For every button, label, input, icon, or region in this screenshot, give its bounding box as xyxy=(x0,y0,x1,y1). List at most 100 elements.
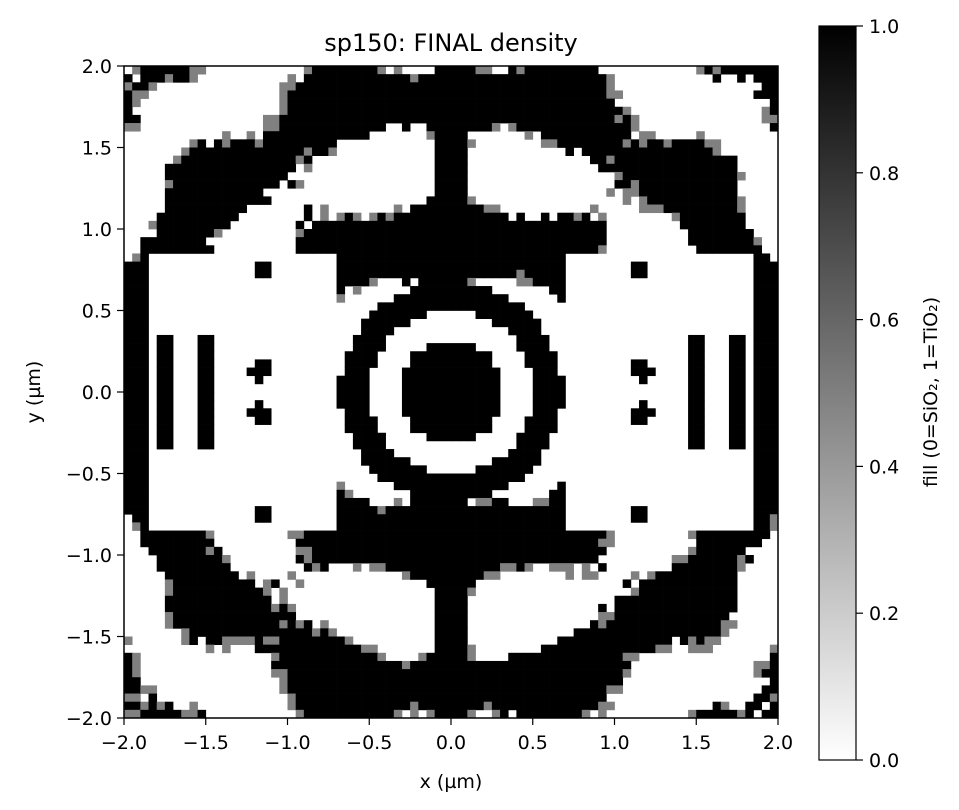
heatmap-cell xyxy=(761,432,771,442)
heatmap-cell xyxy=(254,171,264,181)
heatmap-cell xyxy=(589,669,599,678)
heatmap-cell xyxy=(442,277,452,287)
heatmap-cell xyxy=(254,603,264,613)
heatmap-cell xyxy=(181,196,190,205)
heatmap-cell xyxy=(434,677,444,686)
heatmap-cell xyxy=(516,473,525,482)
heatmap-cell xyxy=(451,229,460,238)
heatmap-cell xyxy=(451,644,460,654)
heatmap-cell xyxy=(442,693,452,703)
heatmap-cell xyxy=(688,367,697,377)
heatmap-cell xyxy=(320,98,329,108)
heatmap-cell xyxy=(434,237,444,246)
heatmap-cell xyxy=(663,612,673,621)
heatmap-cell xyxy=(336,669,346,678)
heatmap-cell xyxy=(361,538,370,548)
heatmap-cell xyxy=(688,563,697,572)
heatmap-cell xyxy=(393,106,403,116)
heatmap-cell xyxy=(459,383,468,393)
heatmap-cell xyxy=(712,74,722,83)
colorbar-tick-label: 0.4 xyxy=(869,456,899,478)
heatmap-cell xyxy=(557,514,566,523)
heatmap-cell xyxy=(132,114,141,124)
heatmap-cell xyxy=(557,530,566,540)
heatmap-cell xyxy=(475,106,485,116)
heatmap-cell xyxy=(442,155,452,165)
heatmap-cell xyxy=(720,709,730,719)
heatmap-cell xyxy=(540,701,550,711)
heatmap-cell xyxy=(532,367,542,377)
heatmap-cell xyxy=(549,416,558,425)
heatmap-cell xyxy=(173,579,182,588)
heatmap-cell xyxy=(254,188,264,197)
heatmap-cell xyxy=(393,74,403,83)
heatmap-cell xyxy=(451,432,460,442)
heatmap-cell xyxy=(287,106,297,116)
heatmap-cell xyxy=(132,277,141,287)
heatmap-cell xyxy=(410,302,419,311)
colorbar-tick-label: 0.2 xyxy=(869,603,899,625)
heatmap-cell xyxy=(352,74,362,83)
heatmap-cell xyxy=(491,302,501,311)
heatmap-cell xyxy=(459,587,468,597)
heatmap-cell xyxy=(434,506,444,515)
heatmap-cell xyxy=(361,74,370,83)
heatmap-cell xyxy=(148,701,158,711)
heatmap-cell xyxy=(132,693,141,703)
heatmap-cell xyxy=(475,563,485,572)
heatmap-cell xyxy=(271,620,280,629)
heatmap-cell xyxy=(434,530,444,540)
heatmap-cell xyxy=(491,709,501,719)
heatmap-cell xyxy=(328,245,337,254)
heatmap-cell xyxy=(434,66,444,75)
heatmap-cell xyxy=(442,74,452,83)
heatmap-cell xyxy=(761,294,771,303)
heatmap-cell xyxy=(295,701,305,711)
heatmap-cell xyxy=(246,131,256,140)
heatmap-cell xyxy=(132,367,141,377)
heatmap-cell xyxy=(181,612,190,621)
heatmap-cell xyxy=(467,375,476,385)
heatmap-cell xyxy=(140,90,149,99)
heatmap-cell xyxy=(704,163,713,173)
heatmap-cell xyxy=(262,579,272,588)
heatmap-cell xyxy=(213,147,223,156)
heatmap-cell xyxy=(663,587,673,597)
heatmap-cell xyxy=(696,359,705,368)
heatmap-cell xyxy=(467,424,476,434)
heatmap-cell xyxy=(549,90,558,99)
heatmap-cell xyxy=(336,506,346,515)
heatmap-cell xyxy=(720,66,730,75)
heatmap-cell xyxy=(451,212,460,222)
heatmap-cell xyxy=(516,212,525,222)
heatmap-cell xyxy=(401,212,411,222)
heatmap-cell xyxy=(393,563,403,572)
heatmap-cell xyxy=(679,620,689,629)
heatmap-cell xyxy=(475,506,485,515)
heatmap-cell xyxy=(246,620,256,629)
heatmap-cell xyxy=(712,595,722,605)
heatmap-cell xyxy=(442,563,452,572)
heatmap-cell xyxy=(377,74,386,83)
heatmap-cell xyxy=(532,669,542,678)
heatmap-cell xyxy=(238,587,247,597)
heatmap-cell xyxy=(401,367,411,377)
heatmap-cell xyxy=(500,98,509,108)
heatmap-cell xyxy=(426,481,436,491)
heatmap-cell xyxy=(320,685,329,694)
heatmap-cell xyxy=(581,685,591,694)
heatmap-cell xyxy=(647,196,656,205)
heatmap-cell xyxy=(246,628,256,637)
heatmap-cell xyxy=(230,620,239,629)
heatmap-cell xyxy=(287,677,297,686)
heatmap-cell xyxy=(679,595,689,605)
heatmap-cell xyxy=(500,318,509,328)
heatmap-cell xyxy=(483,497,493,507)
heatmap-cell xyxy=(745,530,754,540)
heatmap-cell xyxy=(287,114,297,124)
heatmap-cell xyxy=(483,286,493,295)
heatmap-cell xyxy=(238,579,247,588)
heatmap-cell xyxy=(361,318,370,328)
heatmap-cell xyxy=(418,245,427,254)
heatmap-cell xyxy=(475,212,485,222)
